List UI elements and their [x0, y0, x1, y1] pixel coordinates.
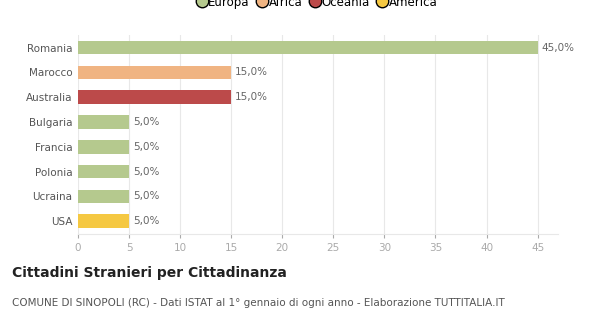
Bar — [78, 115, 129, 129]
Text: 45,0%: 45,0% — [542, 43, 575, 52]
Text: COMUNE DI SINOPOLI (RC) - Dati ISTAT al 1° gennaio di ogni anno - Elaborazione T: COMUNE DI SINOPOLI (RC) - Dati ISTAT al … — [12, 298, 505, 308]
Bar — [78, 41, 538, 54]
Legend: Europa, Africa, Oceania, America: Europa, Africa, Oceania, America — [194, 0, 442, 13]
Text: 15,0%: 15,0% — [235, 68, 268, 77]
Text: 5,0%: 5,0% — [133, 117, 160, 127]
Bar — [78, 165, 129, 179]
Text: Cittadini Stranieri per Cittadinanza: Cittadini Stranieri per Cittadinanza — [12, 266, 287, 280]
Bar — [78, 140, 129, 154]
Bar — [78, 90, 231, 104]
Bar — [78, 189, 129, 203]
Bar — [78, 214, 129, 228]
Text: 5,0%: 5,0% — [133, 167, 160, 177]
Bar — [78, 66, 231, 79]
Text: 15,0%: 15,0% — [235, 92, 268, 102]
Text: 5,0%: 5,0% — [133, 191, 160, 201]
Text: 5,0%: 5,0% — [133, 216, 160, 226]
Text: 5,0%: 5,0% — [133, 142, 160, 152]
